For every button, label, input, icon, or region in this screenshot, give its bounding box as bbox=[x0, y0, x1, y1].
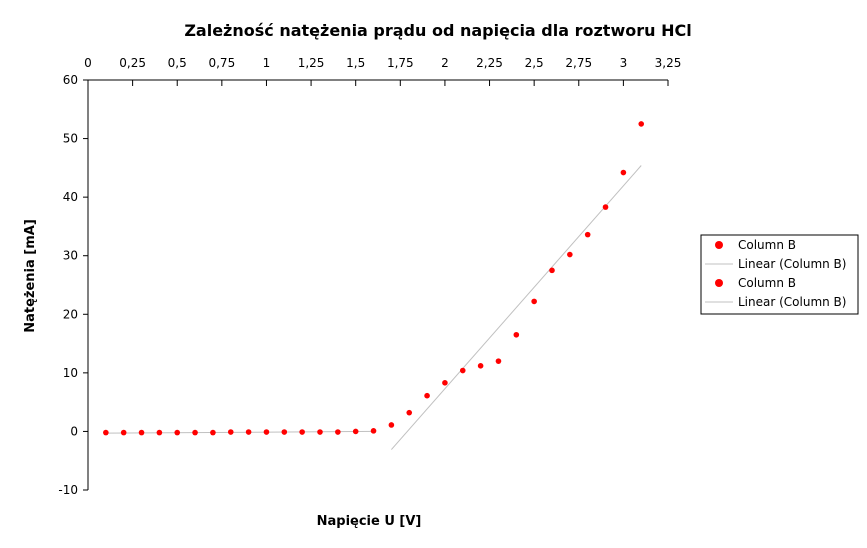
data-point bbox=[388, 422, 395, 428]
axes bbox=[87, 79, 668, 490]
data-point bbox=[138, 429, 145, 436]
y-tick-label: 0 bbox=[70, 424, 78, 438]
x-tick-label: 3 bbox=[620, 56, 628, 70]
y-tick-label: 50 bbox=[63, 132, 78, 146]
legend-label: Column B bbox=[738, 276, 796, 290]
data-point bbox=[174, 429, 181, 436]
data-point bbox=[263, 429, 270, 435]
data-point bbox=[156, 429, 163, 436]
x-tick-label: 2,5 bbox=[525, 56, 544, 70]
plot-area bbox=[103, 121, 645, 450]
data-point bbox=[459, 367, 466, 374]
y-tick-label: 10 bbox=[63, 366, 78, 380]
x-tick-label: 0 bbox=[84, 56, 92, 70]
legend-marker bbox=[715, 279, 723, 287]
x-tick-label: 0,25 bbox=[119, 56, 146, 70]
legend-label: Linear (Column B) bbox=[738, 295, 846, 309]
data-point bbox=[584, 231, 591, 238]
data-point bbox=[549, 267, 555, 274]
x-tick-label: 1,25 bbox=[298, 56, 325, 70]
legend-box bbox=[700, 234, 859, 315]
data-point bbox=[424, 392, 430, 399]
x-tick-label: 2 bbox=[441, 56, 449, 70]
data-point bbox=[406, 409, 413, 416]
x-tick-label: 2,75 bbox=[565, 56, 592, 70]
y-axis-title: Natężenia [mA] bbox=[23, 219, 38, 333]
x-tick-label: 0,5 bbox=[168, 56, 187, 70]
chart-title: Zależność natężenia prądu od napięcia dl… bbox=[184, 21, 691, 40]
fit-line-1 bbox=[105, 430, 374, 434]
y-ticks: 60 50 40 30 20 10 0 -10 bbox=[58, 73, 88, 497]
x-tick-label: 0,75 bbox=[208, 56, 235, 70]
data-point bbox=[299, 429, 305, 435]
y-tick-label: -10 bbox=[58, 483, 78, 497]
legend: Column B Linear (Column B) Column B Linear … bbox=[700, 234, 859, 315]
data-point bbox=[638, 121, 645, 127]
data-point bbox=[602, 204, 609, 210]
fit-line-3 bbox=[391, 165, 642, 450]
data-point bbox=[210, 429, 216, 436]
data-point bbox=[227, 429, 234, 435]
data-point bbox=[513, 331, 520, 338]
x-ticks: 0 0,25 0,5 0,75 1 1,25 1,5 1,75 2 2,25 2,5 2,75 3 3,2… bbox=[84, 56, 681, 86]
data-point bbox=[317, 429, 323, 435]
y-tick-label: 60 bbox=[63, 73, 78, 87]
y-tick-label: 30 bbox=[63, 249, 78, 263]
data-point bbox=[192, 429, 198, 436]
data-point bbox=[103, 429, 109, 436]
data-point bbox=[352, 428, 359, 435]
data-point bbox=[120, 429, 127, 436]
x-axis-title: Napięcie U [V] bbox=[317, 514, 422, 529]
y-tick-label: 40 bbox=[63, 190, 78, 204]
data-point bbox=[281, 429, 288, 435]
x-tick-label: 3,25 bbox=[655, 56, 682, 70]
data-point bbox=[245, 429, 252, 435]
data-point bbox=[495, 358, 502, 364]
x-tick-label: 1,5 bbox=[346, 56, 365, 70]
data-point bbox=[442, 380, 448, 386]
x-tick-label: 1 bbox=[263, 56, 271, 70]
legend-label: Linear (Column B) bbox=[738, 257, 846, 271]
data-point bbox=[620, 169, 627, 176]
legend-marker bbox=[715, 241, 723, 249]
x-tick-label: 2,25 bbox=[476, 56, 503, 70]
legend-label: Column B bbox=[738, 238, 796, 252]
y-tick-label: 20 bbox=[63, 307, 78, 321]
x-tick-label: 1,75 bbox=[387, 56, 414, 70]
data-point bbox=[477, 363, 484, 369]
data-point bbox=[531, 298, 537, 305]
data-point bbox=[370, 428, 377, 434]
data-point bbox=[335, 429, 341, 435]
data-point bbox=[567, 251, 573, 258]
